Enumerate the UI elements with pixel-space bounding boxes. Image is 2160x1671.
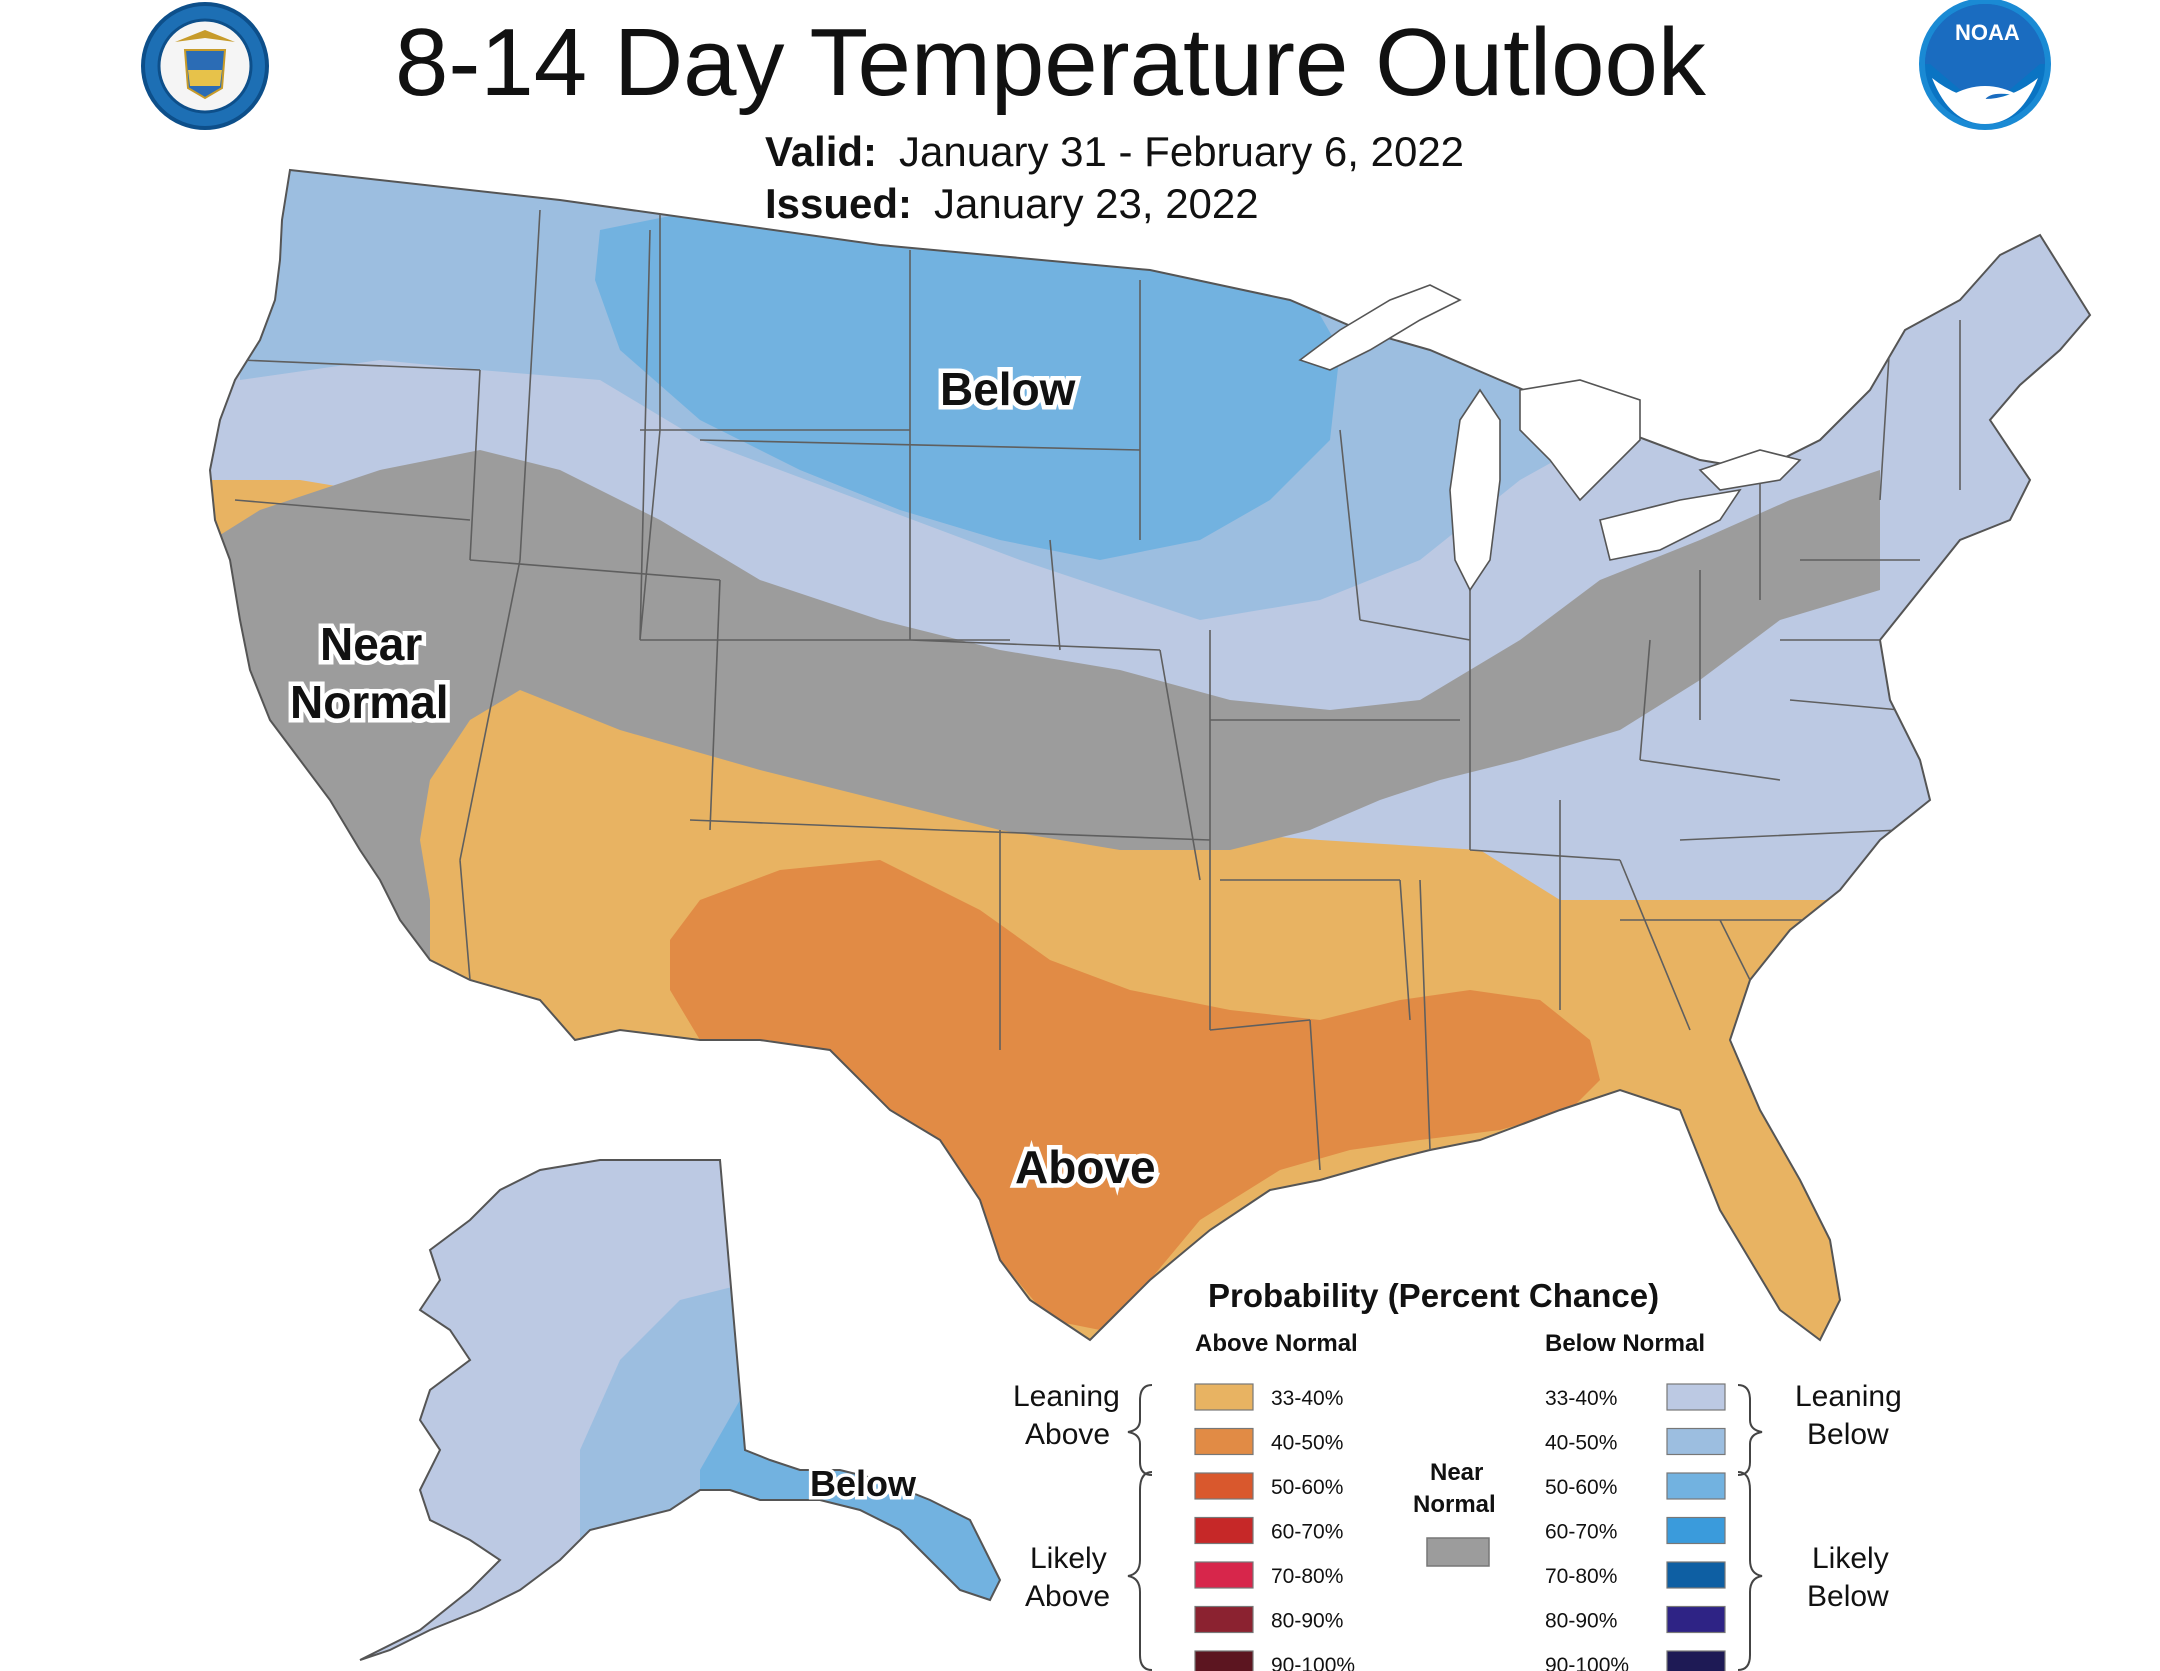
legend-below-header: Below Normal xyxy=(1545,1330,1705,1357)
legend-likely-below-2: Below xyxy=(1807,1580,1889,1613)
valid-line: Valid: January 31 - February 6, 2022 xyxy=(765,128,1464,176)
legend-below-row-label: 70-80% xyxy=(1545,1565,1617,1588)
legend-near-normal-1: Near xyxy=(1430,1459,1483,1486)
state-boundaries xyxy=(234,209,1961,1171)
lake-huron xyxy=(1519,379,1641,502)
legend-below-row-label: 80-90% xyxy=(1545,1610,1617,1633)
zone-near-normal xyxy=(210,450,1880,1000)
legend-above-row-swatch xyxy=(1194,1516,1254,1545)
legend-below-rows: 33-40% 40-50% 50-60% 60-70% 70-80% 80-90% 90-1… xyxy=(1545,1383,1726,1671)
legend-above-row-label: 70-80% xyxy=(1271,1565,1343,1588)
page-title: 8-14 Day Temperature Outlook xyxy=(395,9,1706,116)
legend-above-row-label: 50-60% xyxy=(1271,1476,1343,1499)
issued-line: Issued: January 23, 2022 xyxy=(765,180,1259,228)
legend-above-row-swatch xyxy=(1194,1472,1254,1500)
lake-erie xyxy=(1599,488,1742,561)
issued-date: January 23, 2022 xyxy=(934,180,1259,227)
legend-above-rows: 33-40% 40-50% 50-60% 60-70% 70-80% 80-90% 90-1… xyxy=(1194,1383,1355,1671)
label-alaska-below: Below xyxy=(810,1463,917,1504)
legend-below-row-swatch xyxy=(1666,1605,1726,1634)
legend-below-row-swatch xyxy=(1666,1561,1726,1589)
legend-below-row-label: 40-50% xyxy=(1545,1432,1617,1455)
great-lakes xyxy=(1298,284,1802,592)
legend-above-row-swatch xyxy=(1194,1383,1254,1411)
commerce-seal-logo xyxy=(141,2,269,130)
lake-superior xyxy=(1298,284,1462,371)
legend-title: Probability (Percent Chance) xyxy=(1208,1277,1659,1314)
legend-above-row-label: 60-70% xyxy=(1271,1521,1343,1544)
legend-below-row-swatch xyxy=(1666,1383,1726,1411)
legend-likely-above-2: Above xyxy=(1025,1580,1110,1613)
valid-label: Valid: xyxy=(765,128,878,175)
legend-above-row-swatch xyxy=(1194,1561,1254,1589)
label-near-normal-line1: Near xyxy=(320,618,422,670)
legend-above-row-swatch xyxy=(1194,1650,1254,1671)
label-near-normal-line2: Normal xyxy=(290,676,448,728)
issued-label: Issued: xyxy=(765,180,913,227)
legend-below-row-swatch xyxy=(1666,1650,1726,1671)
label-below-region: Below xyxy=(940,363,1076,415)
legend-leaning-below-1: Leaning xyxy=(1795,1380,1902,1413)
legend-below-row-swatch xyxy=(1666,1516,1726,1545)
legend-below-row-label: 50-60% xyxy=(1545,1476,1617,1499)
legend-below-row-label: 90-100% xyxy=(1545,1654,1629,1671)
legend-above-header: Above Normal xyxy=(1195,1330,1358,1357)
legend-below-row-swatch xyxy=(1666,1472,1726,1500)
label-above-region: Above xyxy=(1015,1141,1156,1193)
legend: Probability (Percent Chance) Above Norma… xyxy=(1013,1277,1902,1671)
legend-above-row-swatch xyxy=(1194,1605,1254,1634)
legend-leaning-above-1: Leaning xyxy=(1013,1380,1120,1413)
legend-below-row-label: 60-70% xyxy=(1545,1521,1617,1544)
legend-leaning-above-2: Above xyxy=(1025,1418,1110,1451)
legend-near-normal-2: Normal xyxy=(1413,1491,1496,1518)
legend-above-row-swatch xyxy=(1194,1427,1254,1456)
legend-near-normal-swatch xyxy=(1426,1537,1490,1567)
lake-michigan xyxy=(1449,388,1501,592)
legend-likely-below-1: Likely xyxy=(1812,1542,1889,1575)
zone-leaning-above-40-50 xyxy=(670,860,1600,1330)
legend-likely-above-1: Likely xyxy=(1030,1542,1107,1575)
noaa-logo: NOAA xyxy=(1919,0,2051,130)
noaa-logo-text: NOAA xyxy=(1955,20,2020,45)
legend-leaning-below-2: Below xyxy=(1807,1418,1889,1451)
legend-above-row-label: 40-50% xyxy=(1271,1432,1343,1455)
alaska-leaning-below-50-60 xyxy=(700,1370,1000,1660)
lake-ontario xyxy=(1698,449,1802,491)
legend-above-row-label: 80-90% xyxy=(1271,1610,1343,1633)
zone-leaning-below-50-60 xyxy=(595,210,1340,560)
valid-dates: January 31 - February 6, 2022 xyxy=(899,128,1465,175)
legend-below-row-swatch xyxy=(1666,1427,1726,1456)
legend-above-row-label: 90-100% xyxy=(1271,1654,1355,1671)
legend-above-row-label: 33-40% xyxy=(1271,1387,1343,1410)
legend-below-row-label: 33-40% xyxy=(1545,1387,1617,1410)
